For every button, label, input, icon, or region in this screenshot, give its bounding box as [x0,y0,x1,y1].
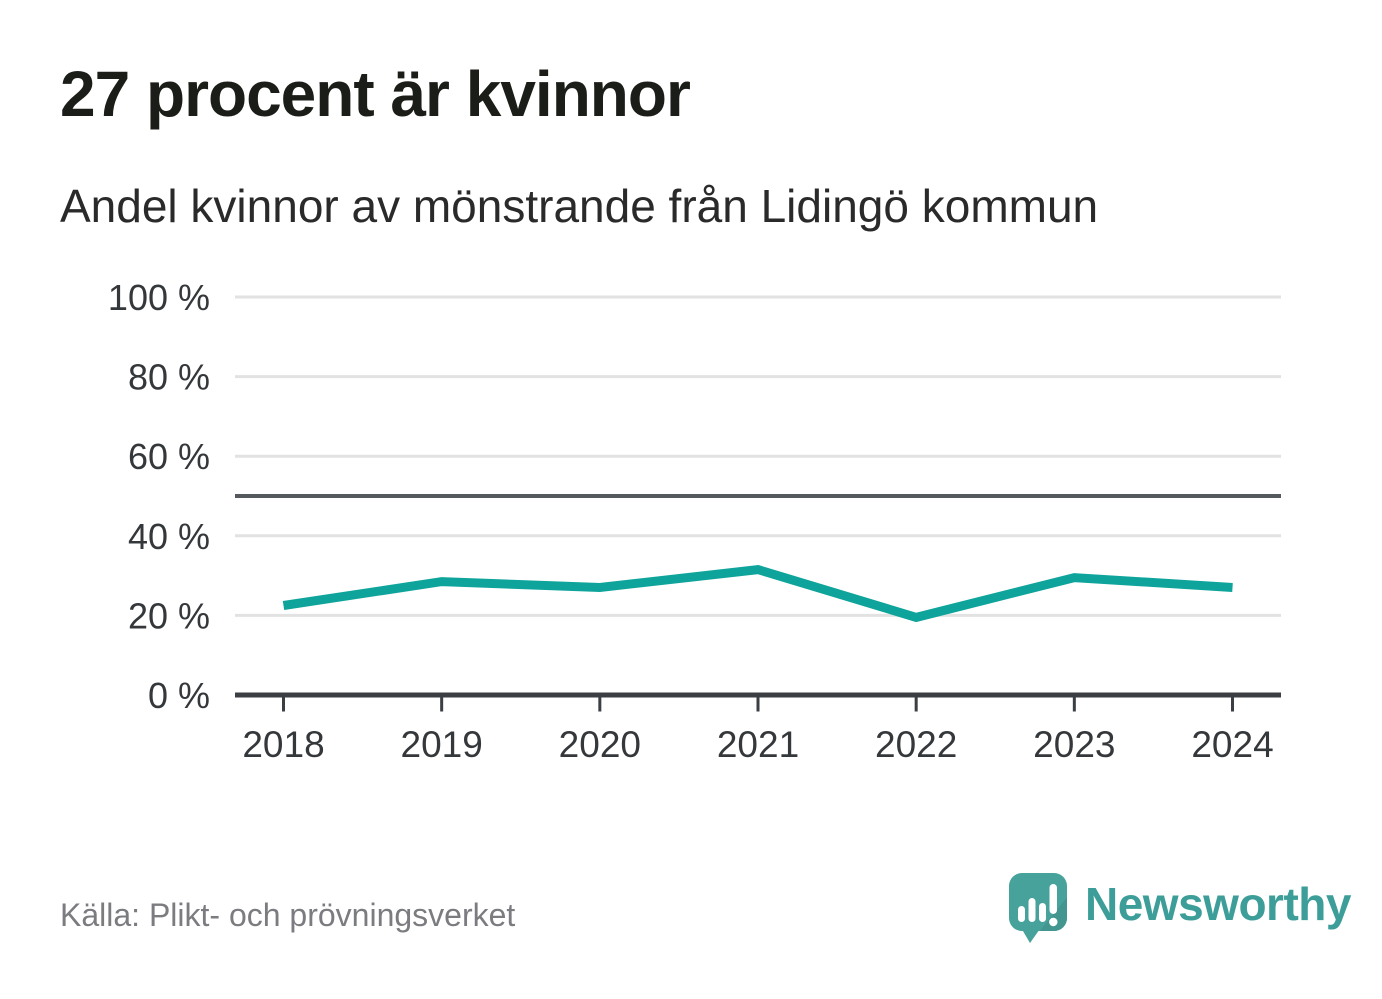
x-axis-label: 2018 [242,724,324,765]
logo-exclamation-bar-icon [1049,884,1057,914]
page-subtitle: Andel kvinnor av mönstrande från Lidingö… [60,180,1099,232]
y-axis-label: 0 % [148,675,210,716]
logo-bubble-tail [1020,926,1042,943]
x-axis-label: 2021 [717,724,799,765]
newsworthy-logo: Newsworthy [1008,872,1351,944]
x-axis-label: 2020 [559,724,641,765]
y-axis-label: 20 % [128,595,210,636]
source-note: Källa: Plikt- och prövningsverket [60,897,516,933]
y-axis-label: 60 % [128,436,210,477]
logo-exclamation-dot-icon [1049,917,1058,927]
x-axis-label: 2024 [1191,724,1273,765]
brand-name: Newsworthy [1085,878,1351,930]
page-title: 27 procent är kvinnor [60,58,691,130]
data-line [282,565,1233,623]
newsworthy-logo-icon [1009,873,1067,943]
logo-bar-medium-icon [1039,903,1046,922]
x-axis-label: 2022 [875,724,957,765]
x-axis-label: 2023 [1033,724,1115,765]
logo-bar-tall-icon [1028,898,1036,922]
logo-bar-small-icon [1018,906,1025,922]
y-axis-label: 80 % [128,357,210,398]
y-axis-label: 100 % [108,277,210,318]
y-axis-label: 40 % [128,516,210,557]
x-axis-label: 2019 [401,724,483,765]
